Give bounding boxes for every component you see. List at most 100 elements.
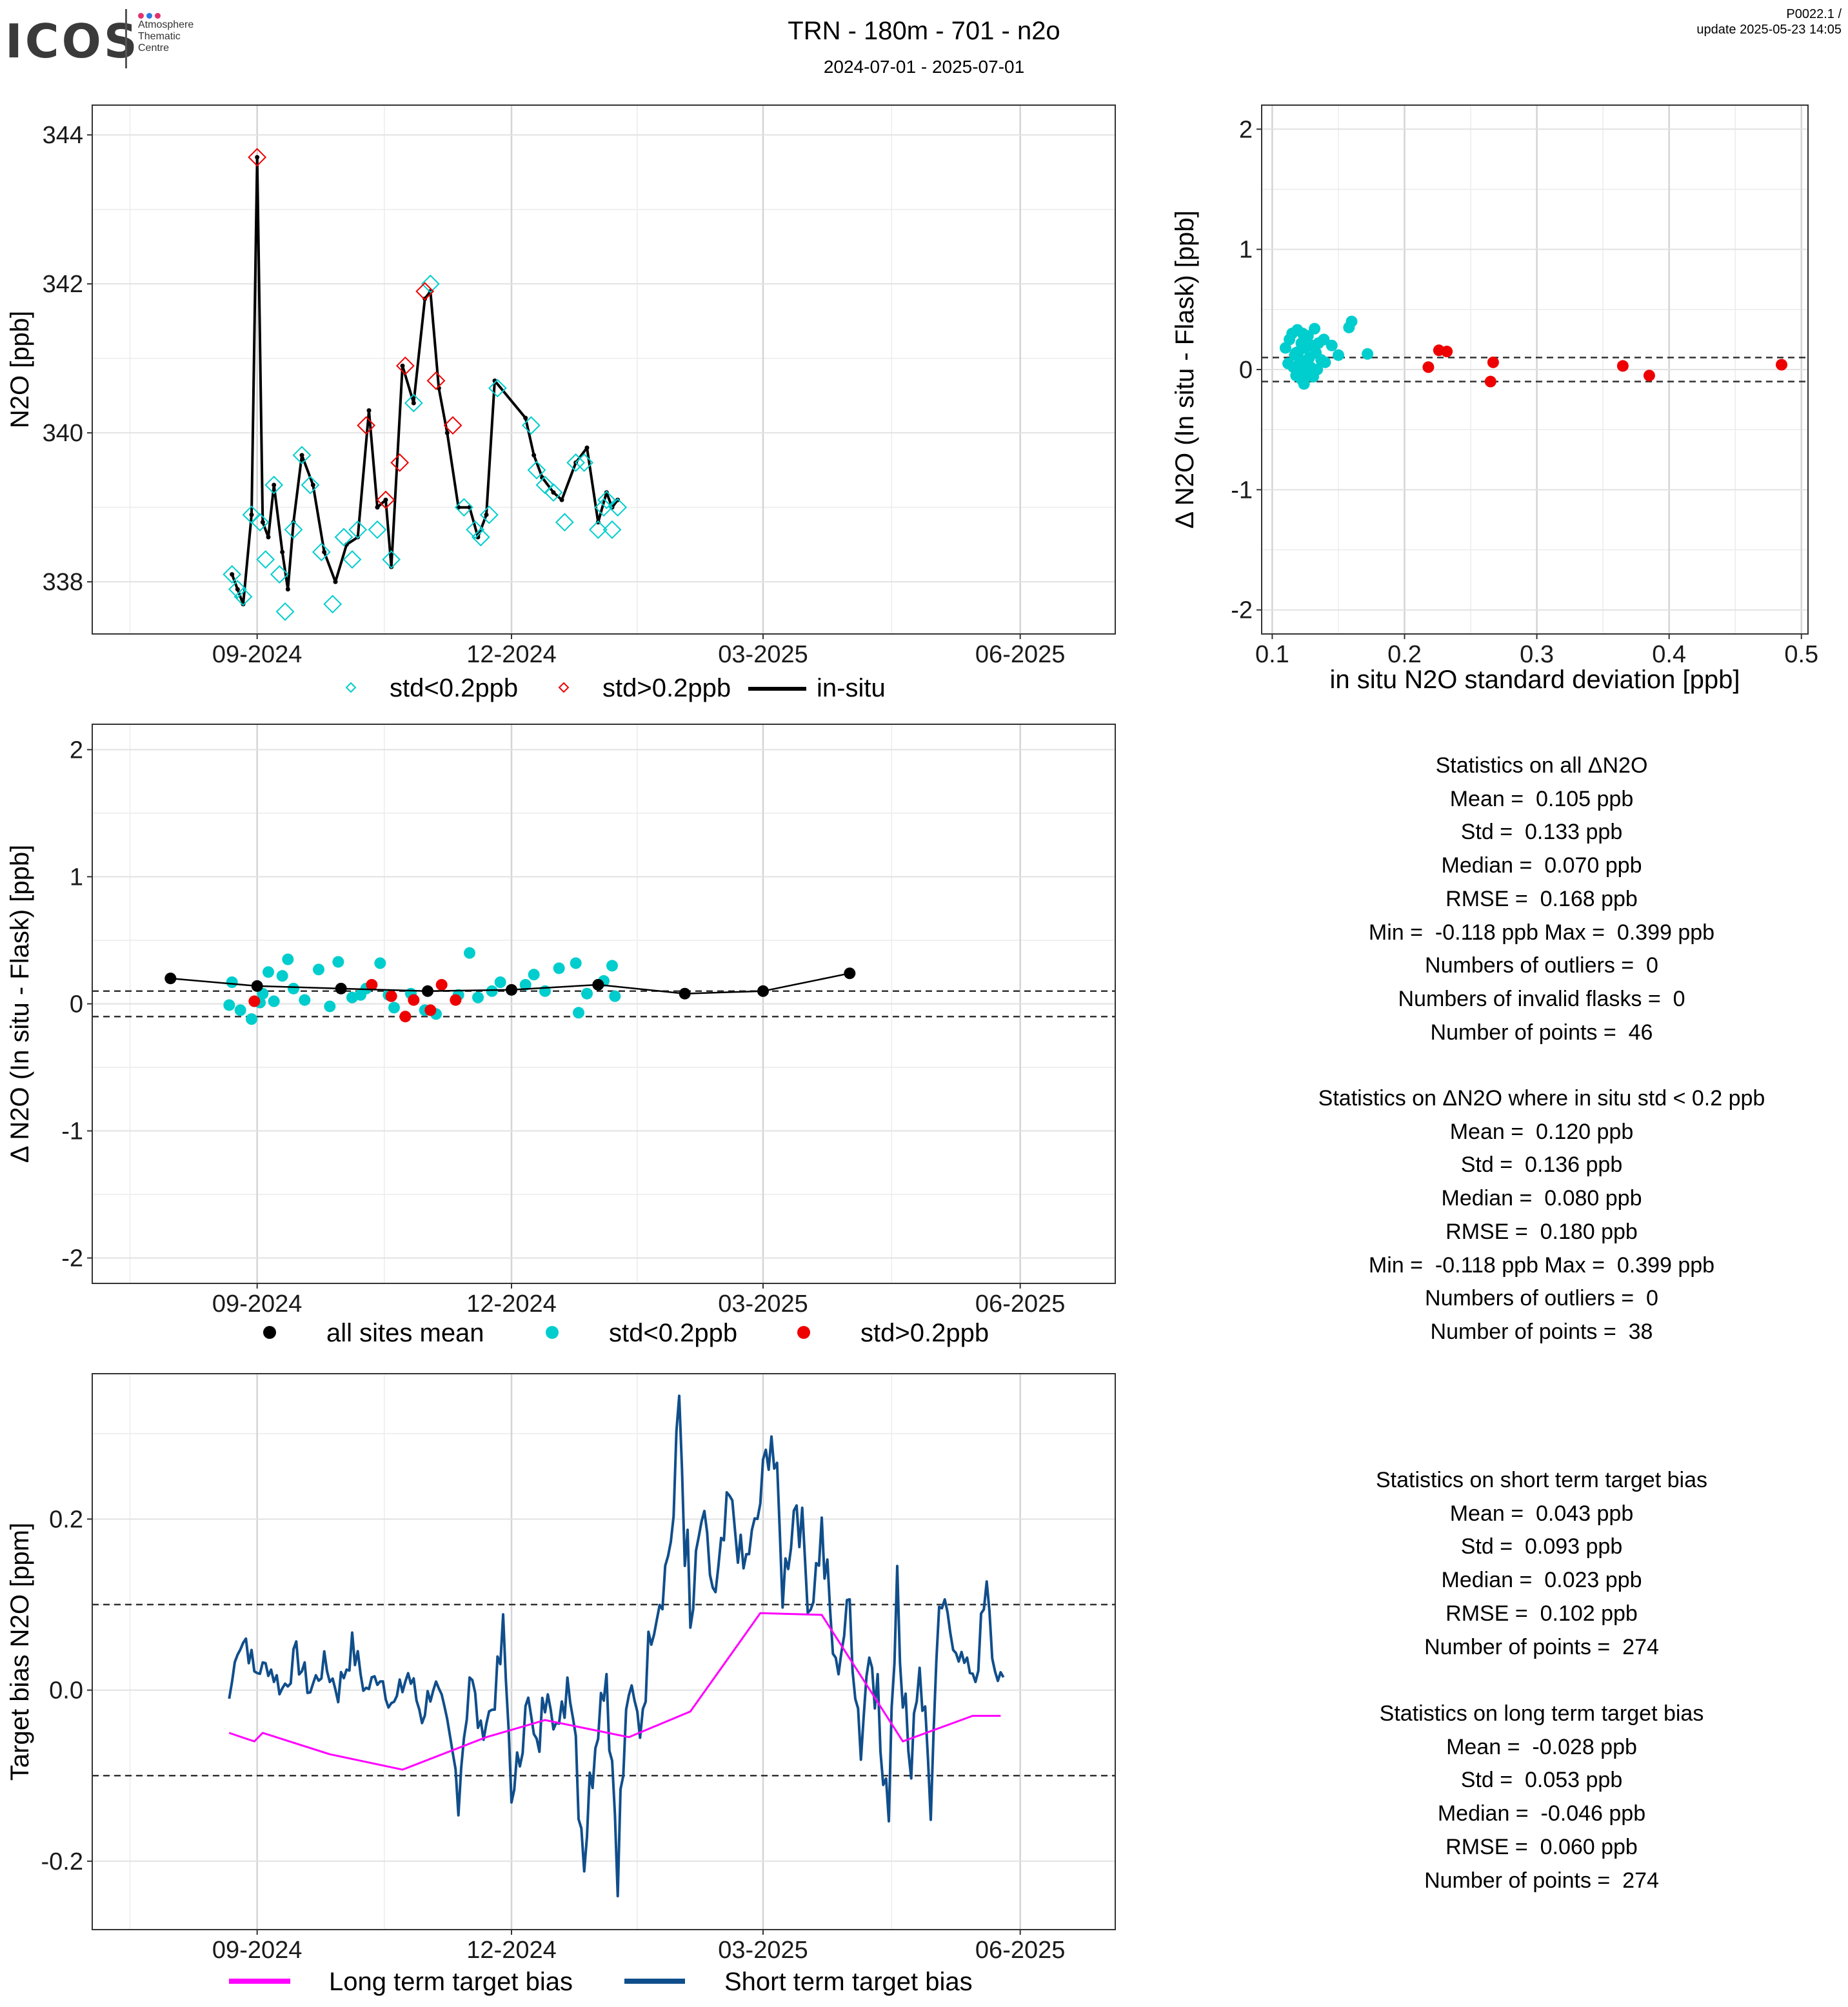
- delta-point-std-high: [424, 1004, 437, 1016]
- x-tick-label: 0.4: [1652, 641, 1686, 668]
- flask-point-std-low: [575, 453, 594, 472]
- all-sites-mean-point: [164, 973, 177, 985]
- insitu-point: [604, 490, 609, 495]
- stats-line: Mean = 0.120 ppb: [1449, 1119, 1634, 1144]
- flask-point-std-low: [466, 520, 485, 539]
- insitu-point: [532, 453, 537, 458]
- legend-dot-cyan: [546, 1326, 559, 1339]
- chart-n2o-timeseries: 09-2024 12-2024 03-2025 06-2025 338 340 342 344…: [6, 104, 1116, 702]
- insitu-point: [484, 512, 489, 517]
- insitu-point: [366, 408, 372, 413]
- scatter-point-std-high: [1422, 361, 1435, 373]
- delta-point-std-low: [494, 976, 506, 989]
- plot-border: [92, 1373, 1116, 1930]
- insitu-point: [615, 497, 621, 502]
- x-tick-label: 03-2025: [718, 1290, 808, 1318]
- insitu-point: [272, 482, 277, 488]
- all-sites-mean-point: [506, 984, 517, 996]
- stats-line: Number of points = 274: [1424, 1634, 1659, 1659]
- icos-logo: ICOS Atmosphere Thematic Centre: [5, 9, 218, 68]
- scatter-point-std-low: [1318, 333, 1330, 346]
- flask-point-std-low: [588, 520, 608, 539]
- stats-line: Mean = 0.105 ppb: [1449, 786, 1634, 811]
- y-axis-label: Target bias N2O [ppm]: [6, 1523, 34, 1781]
- stats-long-block: Statistics on long term target bias Mean…: [1226, 1697, 1848, 1897]
- flask-point-std-low: [382, 550, 401, 569]
- y-tick-label: 0: [1239, 357, 1253, 384]
- y-axis-label: N2O [ppb]: [6, 311, 34, 428]
- scatter-point-std-low: [1309, 322, 1321, 335]
- all-sites-mean-point: [592, 978, 604, 991]
- insitu-point: [285, 587, 290, 592]
- x-axis-label: in situ N2O standard deviation [ppb]: [1330, 666, 1740, 694]
- legend-dot-red: [797, 1326, 810, 1339]
- legend-diamond-red: [558, 682, 570, 693]
- all-sites-mean-point: [679, 987, 691, 1000]
- logo-sub-line: Atmosphere: [138, 19, 194, 30]
- scatter-point-std-high: [1487, 356, 1499, 368]
- y-tick-label: 1: [1239, 237, 1253, 264]
- x-tick-label: 12-2024: [466, 641, 556, 668]
- legend-label: std>0.2ppb: [602, 674, 731, 702]
- all-sites-mean-point: [335, 982, 347, 994]
- flask-point-std-low: [527, 460, 546, 480]
- flask-point-std-low: [535, 475, 555, 495]
- scatter-point-std-low: [1332, 349, 1344, 361]
- scatter-point-std-high: [1616, 360, 1629, 372]
- delta-point-std-low: [263, 966, 274, 978]
- logo-text: ICOS: [5, 14, 140, 68]
- version-info: P0022.1 / update 2025-05-23 14:05: [1696, 6, 1842, 37]
- chart-delta-timeseries: 09-2024 12-2024 03-2025 06-2025 -2 -1 0 1 2 Δ N2O…: [6, 724, 1116, 1347]
- x-tick-label: 0.5: [1784, 641, 1818, 668]
- legend-label: std>0.2ppb: [860, 1319, 989, 1347]
- long-term-bias-line: [228, 1612, 1001, 1771]
- delta-point-std-low: [486, 985, 498, 997]
- scatter-point-std-low: [1346, 315, 1358, 328]
- y-tick-label: -2: [61, 1245, 83, 1272]
- logo-sub-line: Centre: [138, 43, 170, 54]
- stats-title: Statistics on ΔN2O where in situ std < 0…: [1318, 1086, 1765, 1111]
- stats-line: Median = 0.023 ppb: [1441, 1568, 1642, 1593]
- delta-point-std-high: [408, 994, 420, 1006]
- scatter-point-std-high: [1643, 370, 1655, 382]
- flask-point-std-low: [312, 542, 331, 562]
- stats-line: Min = -0.118 ppb Max = 0.399 ppb: [1368, 920, 1715, 945]
- flask-point-std-low: [521, 416, 541, 435]
- insitu-point: [280, 549, 285, 555]
- delta-point-std-low: [282, 953, 294, 965]
- delta-point-std-low: [324, 1000, 336, 1013]
- y-tick-label: 0.0: [49, 1677, 83, 1705]
- x-tick-label: 09-2024: [212, 1937, 302, 1964]
- scatter-point-std-low: [1311, 364, 1324, 375]
- y-tick-label: -1: [61, 1118, 83, 1145]
- legend-label: Long term target bias: [329, 1968, 573, 1996]
- insitu-point: [400, 363, 405, 368]
- x-tick-label: 06-2025: [975, 641, 1065, 668]
- scatter-point-std-high: [1484, 375, 1496, 388]
- y-tick-label: -2: [1231, 597, 1253, 624]
- flask-point-std-low: [421, 274, 440, 293]
- insitu-point: [235, 587, 240, 592]
- y-tick-label: 338: [43, 569, 83, 596]
- y-tick-label: 344: [43, 122, 83, 149]
- legend-label: Short term target bias: [724, 1968, 973, 1996]
- stats-line: Std = 0.053 ppb: [1460, 1768, 1623, 1793]
- insitu-point: [375, 505, 380, 510]
- stats-all-block: Statistics on all ΔN2O Mean = 0.105 ppb …: [1226, 749, 1848, 1049]
- stats-line: Numbers of outliers = 0: [1425, 953, 1658, 978]
- flask-point-std-low: [608, 498, 628, 517]
- flask-point-std-low: [292, 446, 312, 465]
- x-tick-label: 09-2024: [212, 641, 302, 668]
- flask-point-std-low: [270, 565, 289, 584]
- stats-line: Std = 0.133 ppb: [1460, 820, 1623, 845]
- delta-point-std-low: [388, 1002, 400, 1014]
- y-tick-label: 2: [1239, 116, 1253, 143]
- legend-dot-black: [263, 1326, 276, 1339]
- insitu-point: [333, 579, 338, 584]
- flask-point-std-low: [233, 587, 253, 606]
- insitu-point: [523, 415, 528, 420]
- flask-point-std-low: [264, 475, 284, 495]
- chart-target-bias: 09-2024 12-2024 03-2025 06-2025 -0.2 0.0 0.2 Ta…: [6, 1373, 1116, 1996]
- y-tick-label: 342: [43, 271, 83, 298]
- legend-label: all sites mean: [326, 1319, 484, 1347]
